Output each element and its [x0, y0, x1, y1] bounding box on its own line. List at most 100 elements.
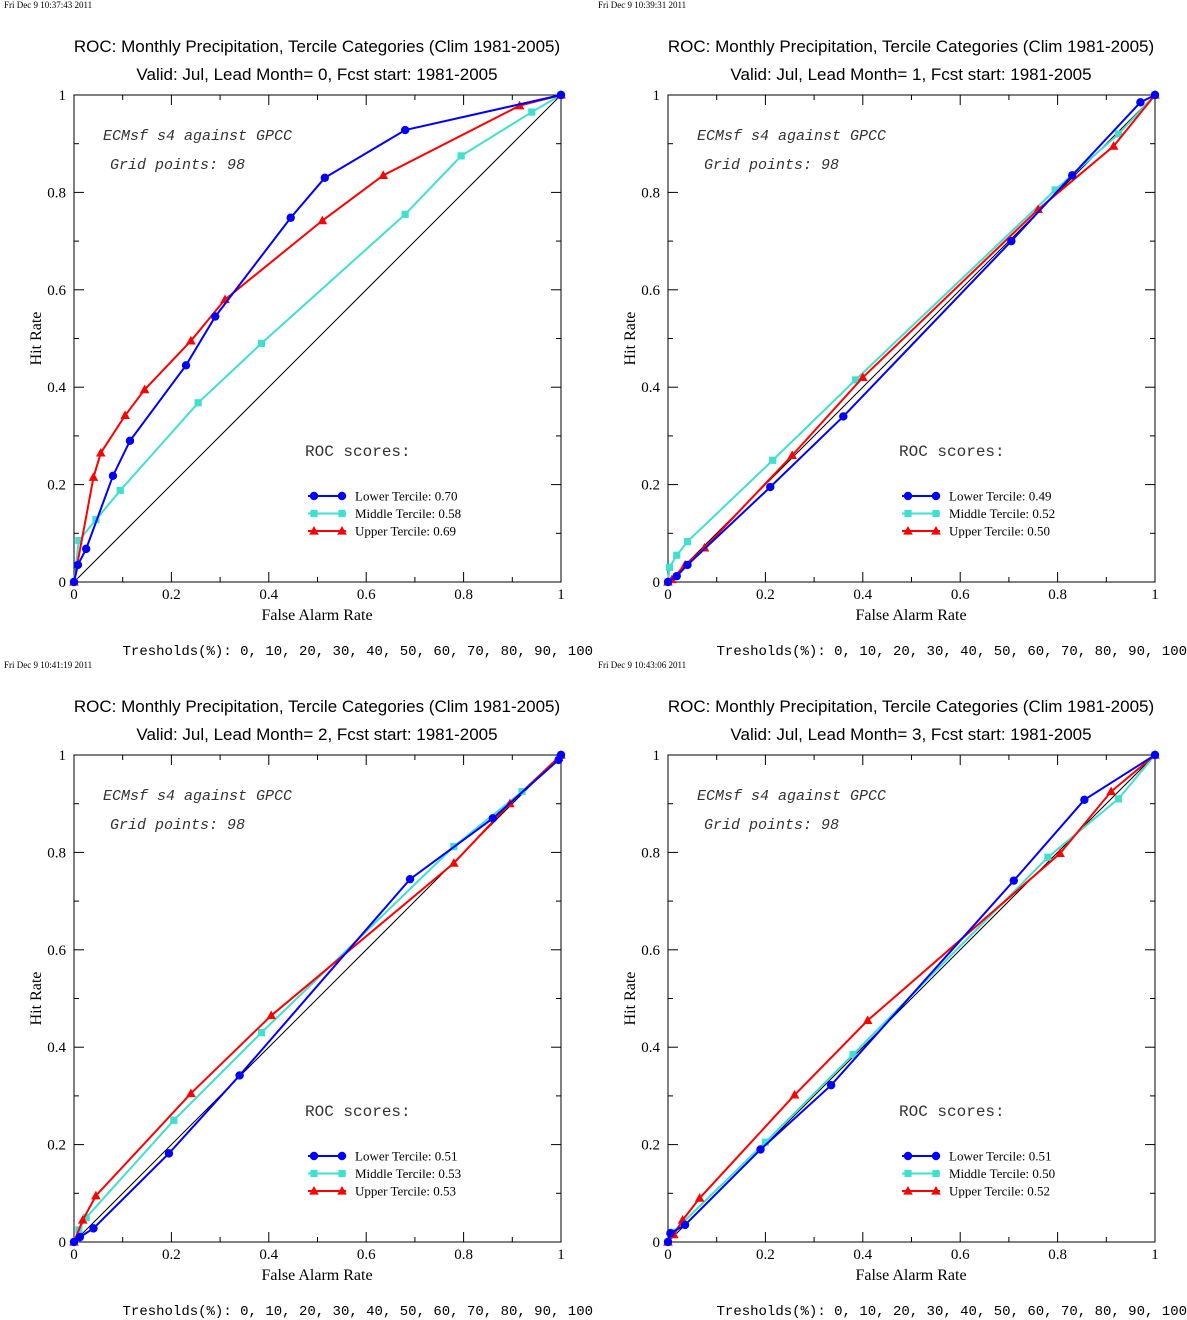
- legend-marker-lower: [309, 491, 319, 501]
- legend-label-upper: Upper Tercile: 0.52: [949, 1184, 1050, 1199]
- legend-marker-middle: [904, 1169, 912, 1178]
- data-point-lower: [666, 1229, 675, 1238]
- data-point-lower: [756, 1145, 765, 1154]
- legend-marker-upper: [903, 526, 913, 535]
- data-point-lower: [1009, 876, 1018, 885]
- x-tick-label: 1: [1151, 1247, 1159, 1263]
- data-point-middle: [257, 339, 266, 347]
- roc-chart-lead-3: Fri Dec 9 10:43:06 2011 ROC: Monthly Prec…: [598, 660, 1187, 1320]
- legend-label-middle: Middle Tercile: 0.53: [355, 1166, 461, 1181]
- thresholds-text: Tresholds(%): 0, 10, 20, 30, 40, 50, 60,…: [717, 644, 1187, 660]
- roc-panel-lead-0: Fri Dec 9 10:37:43 2011 ROC: Monthly Prec…: [0, 0, 593, 660]
- y-axis-label: Hit Rate: [28, 972, 45, 1026]
- data-point-middle: [194, 399, 202, 407]
- data-point-middle: [1114, 795, 1123, 803]
- data-point-lower: [839, 412, 848, 421]
- data-point-upper: [699, 542, 710, 552]
- legend-marker-lower: [337, 491, 347, 501]
- data-point-upper: [186, 335, 196, 345]
- x-tick-label: 0: [70, 587, 78, 603]
- data-point-lower: [683, 560, 692, 570]
- y-tick-label: 0.4: [47, 1040, 66, 1056]
- x-tick-label: 0.8: [454, 1247, 473, 1263]
- timestamp: Fri Dec 9 10:43:06 2011: [598, 660, 686, 670]
- data-point-middle: [401, 210, 409, 218]
- y-tick-label: 0.4: [641, 1040, 660, 1056]
- chart-subtitle: Valid: Jul, Lead Month= 2, Fcst start: 1…: [136, 725, 497, 744]
- y-axis-label: Hit Rate: [28, 312, 45, 366]
- legend-marker-middle: [310, 509, 318, 518]
- y-tick-label: 0.6: [641, 283, 660, 299]
- data-point-middle: [683, 537, 692, 546]
- x-tick-label: 0.6: [951, 587, 970, 603]
- y-tick-label: 1: [653, 748, 661, 764]
- x-tick-label: 0.2: [756, 1247, 775, 1263]
- x-axis-label: False Alarm Rate: [855, 1267, 966, 1284]
- annotation-dataset: ECMsf s4 against GPCC: [103, 788, 292, 805]
- data-point-lower: [405, 874, 415, 884]
- legend-label-lower: Lower Tercile: 0.49: [949, 489, 1051, 504]
- x-tick-label: 1: [557, 1247, 565, 1263]
- data-point-lower: [680, 1220, 690, 1230]
- y-tick-label: 0: [59, 1235, 67, 1251]
- roc-chart-lead-0: Fri Dec 9 10:37:43 2011 ROC: Monthly Prec…: [4, 0, 593, 660]
- y-tick-label: 0.2: [641, 1138, 660, 1154]
- data-point-lower: [235, 1071, 244, 1080]
- x-tick-label: 0.6: [357, 587, 376, 603]
- legend-marker-middle: [932, 1169, 940, 1178]
- x-axis-label: False Alarm Rate: [261, 607, 372, 624]
- data-point-upper: [449, 858, 459, 867]
- data-point-upper: [91, 1190, 101, 1200]
- data-point-upper: [120, 410, 130, 420]
- data-point-middle: [761, 1138, 769, 1146]
- timestamp: Fri Dec 9 10:41:19 2011: [4, 660, 92, 670]
- roc-panel-lead-2: Fri Dec 9 10:41:19 2011 ROC: Monthly Prec…: [0, 660, 593, 1320]
- data-point-lower: [663, 577, 673, 587]
- y-tick-label: 0.4: [47, 380, 66, 396]
- series-line-middle: [73, 94, 562, 583]
- data-point-middle: [75, 537, 83, 545]
- data-point-upper: [186, 1088, 196, 1098]
- data-point-middle: [851, 376, 860, 384]
- legend-marker-upper: [337, 1186, 347, 1195]
- data-point-middle: [1114, 130, 1123, 138]
- legend-marker-lower: [309, 1151, 319, 1161]
- annotation-dataset: ECMsf s4 against GPCC: [103, 128, 292, 145]
- data-point-middle: [170, 1116, 178, 1124]
- chart-subtitle: Valid: Jul, Lead Month= 3, Fcst start: 1…: [730, 725, 1091, 744]
- data-point-lower: [211, 312, 220, 321]
- chart-subtitle: Valid: Jul, Lead Month= 1, Fcst start: 1…: [730, 65, 1091, 84]
- x-axis-label: False Alarm Rate: [261, 1267, 372, 1284]
- legend-marker-lower: [337, 1151, 347, 1161]
- data-point-upper: [1108, 141, 1119, 150]
- data-point-upper: [266, 1010, 277, 1020]
- chart-title: ROC: Monthly Precipitation, Tercile Cate…: [74, 697, 560, 716]
- legend-marker-lower: [903, 491, 913, 501]
- data-point-middle: [457, 152, 465, 160]
- data-point-upper: [95, 447, 106, 457]
- legend-title: ROC scores:: [305, 1103, 411, 1121]
- legend-marker-lower: [903, 1151, 913, 1161]
- data-point-upper: [317, 215, 328, 225]
- chart-title: ROC: Monthly Precipitation, Tercile Cate…: [74, 37, 560, 56]
- data-point-lower: [69, 577, 79, 587]
- data-point-middle: [769, 456, 777, 464]
- data-point-middle: [665, 563, 674, 571]
- y-tick-label: 0.2: [47, 1138, 66, 1154]
- annotation-grid-points: Grid points: 98: [704, 157, 839, 174]
- roc-panel-lead-1: Fri Dec 9 10:39:31 2011 ROC: Monthly Prec…: [594, 0, 1187, 660]
- y-tick-label: 0.6: [47, 283, 66, 299]
- y-tick-label: 0.8: [47, 185, 66, 201]
- data-point-middle: [116, 486, 124, 495]
- x-tick-label: 0: [664, 587, 672, 603]
- x-tick-label: 0: [664, 1247, 672, 1263]
- legend-label-middle: Middle Tercile: 0.58: [355, 506, 461, 521]
- x-tick-label: 0.2: [162, 587, 181, 603]
- legend-marker-upper: [931, 526, 941, 535]
- annotation-grid-points: Grid points: 98: [110, 157, 245, 174]
- data-point-lower: [81, 544, 91, 554]
- data-point-lower: [164, 1149, 174, 1158]
- x-tick-label: 1: [1151, 587, 1159, 603]
- data-point-upper: [88, 472, 99, 481]
- data-point-lower: [1150, 90, 1160, 100]
